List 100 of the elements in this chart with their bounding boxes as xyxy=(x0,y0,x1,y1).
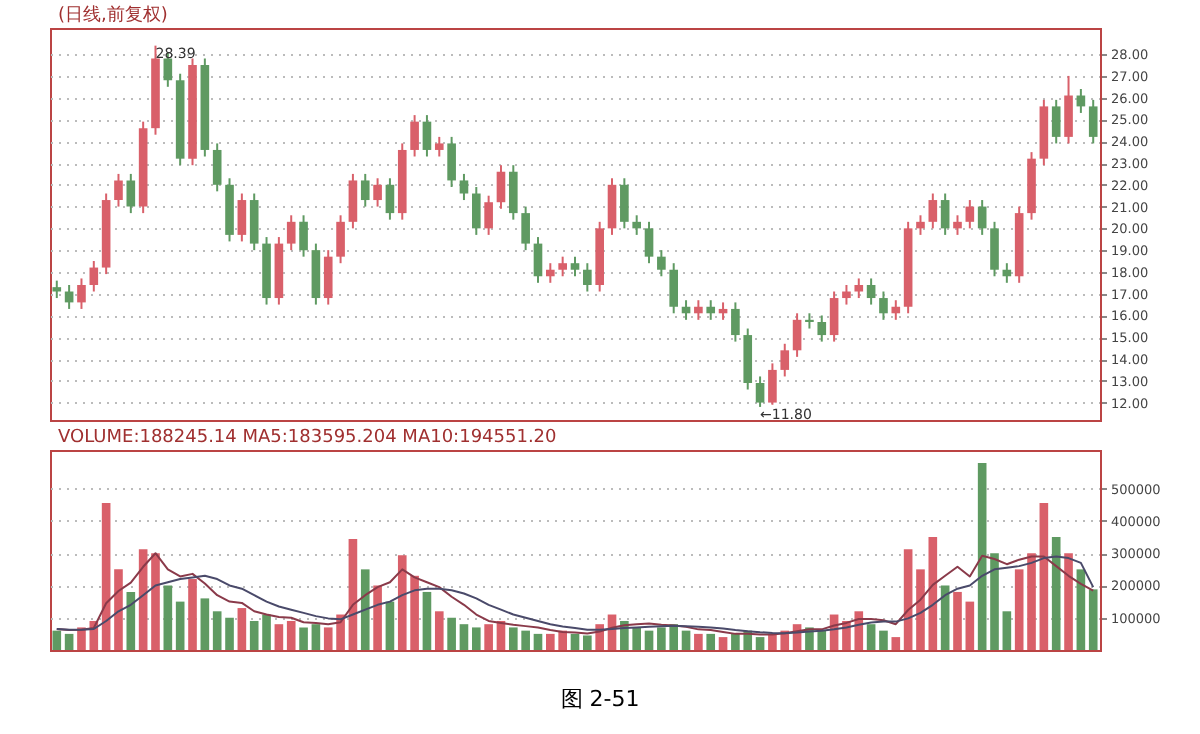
candlestick xyxy=(644,220,654,265)
candlestick xyxy=(237,192,247,243)
candlestick xyxy=(669,262,679,315)
candlestick xyxy=(607,177,617,236)
candlestick xyxy=(829,290,839,343)
bar xyxy=(977,462,987,650)
candlestick xyxy=(336,214,345,265)
candlestick xyxy=(471,185,481,236)
candlestick xyxy=(768,362,777,406)
candlestick xyxy=(706,299,716,321)
bar xyxy=(965,601,975,650)
candlestick xyxy=(780,342,790,378)
bar xyxy=(1088,589,1098,650)
candlestick xyxy=(249,192,259,252)
bar xyxy=(1039,502,1049,650)
candlestick xyxy=(891,299,901,321)
bar xyxy=(114,569,123,650)
candlestick xyxy=(1088,98,1098,145)
bar xyxy=(52,630,62,650)
bar xyxy=(434,611,444,650)
bar xyxy=(286,620,296,650)
candlestick xyxy=(928,192,938,230)
candlestick xyxy=(792,312,802,358)
candlestick xyxy=(940,192,950,236)
bar xyxy=(1002,611,1012,650)
candlestick xyxy=(373,177,382,208)
candlestick xyxy=(620,177,629,230)
candlestick xyxy=(879,290,888,321)
candlestick xyxy=(484,194,493,236)
bar xyxy=(891,637,901,650)
candlestick xyxy=(496,164,506,210)
bar xyxy=(175,601,185,650)
candlestick xyxy=(212,142,222,193)
candlestick xyxy=(842,283,851,306)
caption: 图 2-51 xyxy=(558,684,642,714)
bar xyxy=(718,637,728,650)
bar xyxy=(1064,553,1073,650)
candlestick xyxy=(817,314,827,343)
candlestick xyxy=(546,262,555,284)
candlestick xyxy=(459,172,469,202)
bar xyxy=(360,569,370,650)
bar xyxy=(422,591,432,650)
candlestick xyxy=(434,135,444,158)
bar xyxy=(126,591,136,650)
candlestick xyxy=(1051,98,1061,145)
bar xyxy=(237,608,247,650)
candlestick xyxy=(743,327,753,391)
bar xyxy=(200,598,210,650)
candlestick xyxy=(77,277,86,310)
bar xyxy=(755,637,765,650)
bar xyxy=(644,630,654,650)
bar xyxy=(64,633,74,650)
bar xyxy=(533,633,543,650)
candlestick xyxy=(533,236,543,284)
candlestick xyxy=(805,312,814,330)
bar xyxy=(879,630,888,650)
candlestick xyxy=(854,277,864,300)
bar xyxy=(188,579,197,650)
bar xyxy=(1076,569,1086,650)
bar xyxy=(311,624,321,650)
bar xyxy=(459,624,469,650)
candlestick xyxy=(286,214,296,252)
candlestick xyxy=(1064,74,1073,145)
bar xyxy=(706,633,716,650)
bar xyxy=(151,553,160,650)
candlestick xyxy=(990,220,999,278)
candlestick xyxy=(731,301,740,343)
candlestick xyxy=(299,214,308,258)
bar xyxy=(274,624,284,650)
candlestick xyxy=(360,172,370,208)
candlestick xyxy=(89,260,99,293)
bar xyxy=(990,553,999,650)
candlestick xyxy=(916,214,925,236)
bar xyxy=(484,624,493,650)
candlestick xyxy=(410,114,419,158)
bar xyxy=(385,601,395,650)
chart-title: (日线,前复权) xyxy=(58,4,168,26)
candlestick xyxy=(632,214,642,236)
bar xyxy=(471,627,481,650)
bar xyxy=(299,627,308,650)
candlestick xyxy=(385,177,395,221)
bar xyxy=(373,585,382,650)
candlestick xyxy=(311,242,321,306)
bar xyxy=(694,633,703,650)
candlestick xyxy=(755,375,765,408)
candlestick xyxy=(126,172,136,215)
bar xyxy=(570,633,580,650)
candlestick xyxy=(583,262,592,293)
candlestick xyxy=(508,164,518,221)
bar xyxy=(681,630,691,650)
candlestick xyxy=(323,249,333,306)
bar xyxy=(1051,537,1061,650)
candlestick xyxy=(570,255,580,278)
candlestick xyxy=(348,172,358,230)
candlestick xyxy=(694,299,703,321)
bar xyxy=(866,624,876,650)
bar xyxy=(953,591,962,650)
candlestick xyxy=(866,277,876,306)
candlestick xyxy=(114,172,123,208)
candlestick xyxy=(953,214,962,236)
